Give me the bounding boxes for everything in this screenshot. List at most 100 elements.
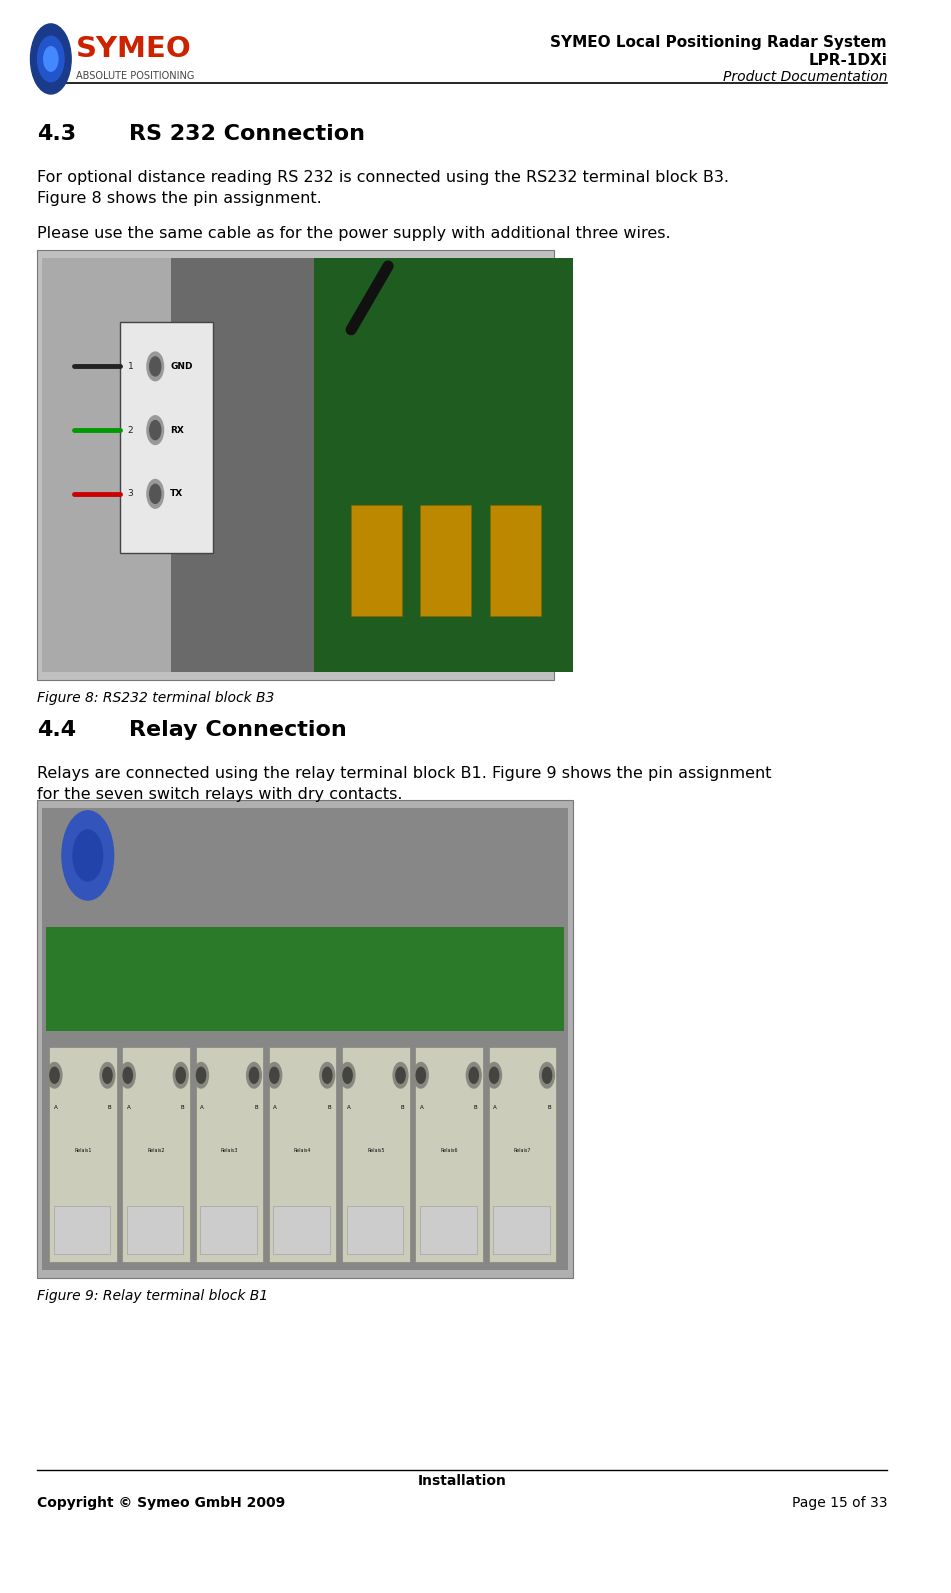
FancyBboxPatch shape	[37, 800, 573, 1278]
Text: B: B	[474, 1104, 477, 1110]
Text: B: B	[254, 1104, 258, 1110]
FancyBboxPatch shape	[416, 1047, 483, 1262]
Text: Page 15 of 33: Page 15 of 33	[791, 1496, 887, 1510]
FancyBboxPatch shape	[273, 1206, 330, 1254]
FancyBboxPatch shape	[347, 1206, 403, 1254]
FancyBboxPatch shape	[342, 1047, 410, 1262]
Circle shape	[121, 1063, 135, 1088]
Circle shape	[542, 1067, 552, 1083]
Circle shape	[176, 1067, 185, 1083]
Text: A: A	[200, 1104, 204, 1110]
Circle shape	[149, 484, 161, 503]
Text: GND: GND	[170, 362, 192, 371]
FancyBboxPatch shape	[196, 1047, 263, 1262]
Circle shape	[62, 811, 114, 900]
Text: Figure 8: RS232 terminal block B3: Figure 8: RS232 terminal block B3	[37, 691, 274, 706]
Circle shape	[246, 1063, 262, 1088]
Text: Installation: Installation	[417, 1474, 507, 1488]
Circle shape	[124, 1067, 132, 1083]
Circle shape	[343, 1067, 352, 1083]
FancyBboxPatch shape	[314, 258, 573, 672]
Text: Figure 9: Relay terminal block B1: Figure 9: Relay terminal block B1	[37, 1289, 268, 1303]
Circle shape	[149, 421, 161, 440]
Circle shape	[38, 37, 64, 81]
Circle shape	[44, 46, 58, 72]
FancyBboxPatch shape	[37, 250, 554, 680]
FancyBboxPatch shape	[49, 1047, 117, 1262]
Text: 2: 2	[127, 425, 133, 435]
Text: Relays are connected using the relay terminal block B1. Figure 9 shows the pin a: Relays are connected using the relay ter…	[37, 766, 771, 803]
Text: Relais6: Relais6	[440, 1147, 457, 1153]
Text: A: A	[420, 1104, 423, 1110]
Text: 4.4: 4.4	[37, 720, 76, 741]
FancyBboxPatch shape	[53, 1206, 110, 1254]
FancyBboxPatch shape	[42, 258, 171, 672]
Circle shape	[100, 1063, 115, 1088]
Circle shape	[146, 479, 164, 508]
Circle shape	[393, 1063, 408, 1088]
Text: Copyright © Symeo GmbH 2009: Copyright © Symeo GmbH 2009	[37, 1496, 285, 1510]
Text: B: B	[400, 1104, 404, 1110]
Circle shape	[30, 24, 71, 94]
Text: Relais3: Relais3	[221, 1147, 238, 1153]
Circle shape	[396, 1067, 405, 1083]
FancyBboxPatch shape	[420, 505, 472, 616]
FancyBboxPatch shape	[489, 1047, 556, 1262]
FancyBboxPatch shape	[200, 1206, 257, 1254]
Circle shape	[48, 1063, 62, 1088]
Circle shape	[320, 1063, 335, 1088]
Text: RX: RX	[170, 425, 184, 435]
FancyBboxPatch shape	[351, 505, 402, 616]
Text: SYMEO: SYMEO	[76, 35, 191, 64]
Text: Product Documentation: Product Documentation	[723, 70, 887, 84]
FancyBboxPatch shape	[123, 1047, 190, 1262]
Circle shape	[249, 1067, 259, 1083]
Text: B: B	[107, 1104, 111, 1110]
Text: TX: TX	[170, 489, 184, 499]
Circle shape	[173, 1063, 188, 1088]
Text: Relais5: Relais5	[367, 1147, 384, 1153]
Circle shape	[487, 1063, 501, 1088]
Text: SYMEO Local Positioning Radar System: SYMEO Local Positioning Radar System	[551, 35, 887, 49]
Text: Please use the same cable as for the power supply with additional three wires.: Please use the same cable as for the pow…	[37, 226, 670, 241]
Text: 4.3: 4.3	[37, 124, 76, 145]
Circle shape	[539, 1063, 554, 1088]
FancyBboxPatch shape	[269, 1047, 337, 1262]
Circle shape	[197, 1067, 205, 1083]
Circle shape	[469, 1067, 478, 1083]
Circle shape	[49, 1067, 59, 1083]
Text: A: A	[126, 1104, 130, 1110]
Text: RS 232 Connection: RS 232 Connection	[129, 124, 365, 145]
Circle shape	[340, 1063, 355, 1088]
Circle shape	[194, 1063, 208, 1088]
Text: B: B	[181, 1104, 184, 1110]
Circle shape	[414, 1063, 428, 1088]
FancyBboxPatch shape	[126, 1206, 184, 1254]
Text: 1: 1	[127, 362, 133, 371]
Text: A: A	[53, 1104, 57, 1110]
Text: Relais4: Relais4	[294, 1147, 311, 1153]
Text: 3: 3	[127, 489, 133, 499]
FancyBboxPatch shape	[120, 322, 212, 553]
Text: Relais1: Relais1	[74, 1147, 91, 1153]
FancyBboxPatch shape	[42, 258, 319, 672]
Circle shape	[490, 1067, 498, 1083]
Text: Relais2: Relais2	[147, 1147, 165, 1153]
Circle shape	[73, 830, 103, 881]
Circle shape	[146, 416, 164, 444]
FancyBboxPatch shape	[490, 505, 540, 616]
Text: For optional distance reading RS 232 is connected using the RS232 terminal block: For optional distance reading RS 232 is …	[37, 170, 729, 207]
Circle shape	[267, 1063, 281, 1088]
Text: LPR-1DXi: LPR-1DXi	[808, 53, 887, 67]
FancyBboxPatch shape	[47, 927, 564, 1031]
Text: Relais7: Relais7	[514, 1147, 532, 1153]
Text: A: A	[273, 1104, 277, 1110]
Circle shape	[149, 357, 161, 376]
Text: B: B	[547, 1104, 551, 1110]
FancyBboxPatch shape	[42, 808, 569, 1270]
Circle shape	[466, 1063, 481, 1088]
Text: B: B	[327, 1104, 331, 1110]
Text: ABSOLUTE POSITIONING: ABSOLUTE POSITIONING	[76, 72, 194, 81]
Circle shape	[417, 1067, 425, 1083]
Text: Relay Connection: Relay Connection	[129, 720, 347, 741]
